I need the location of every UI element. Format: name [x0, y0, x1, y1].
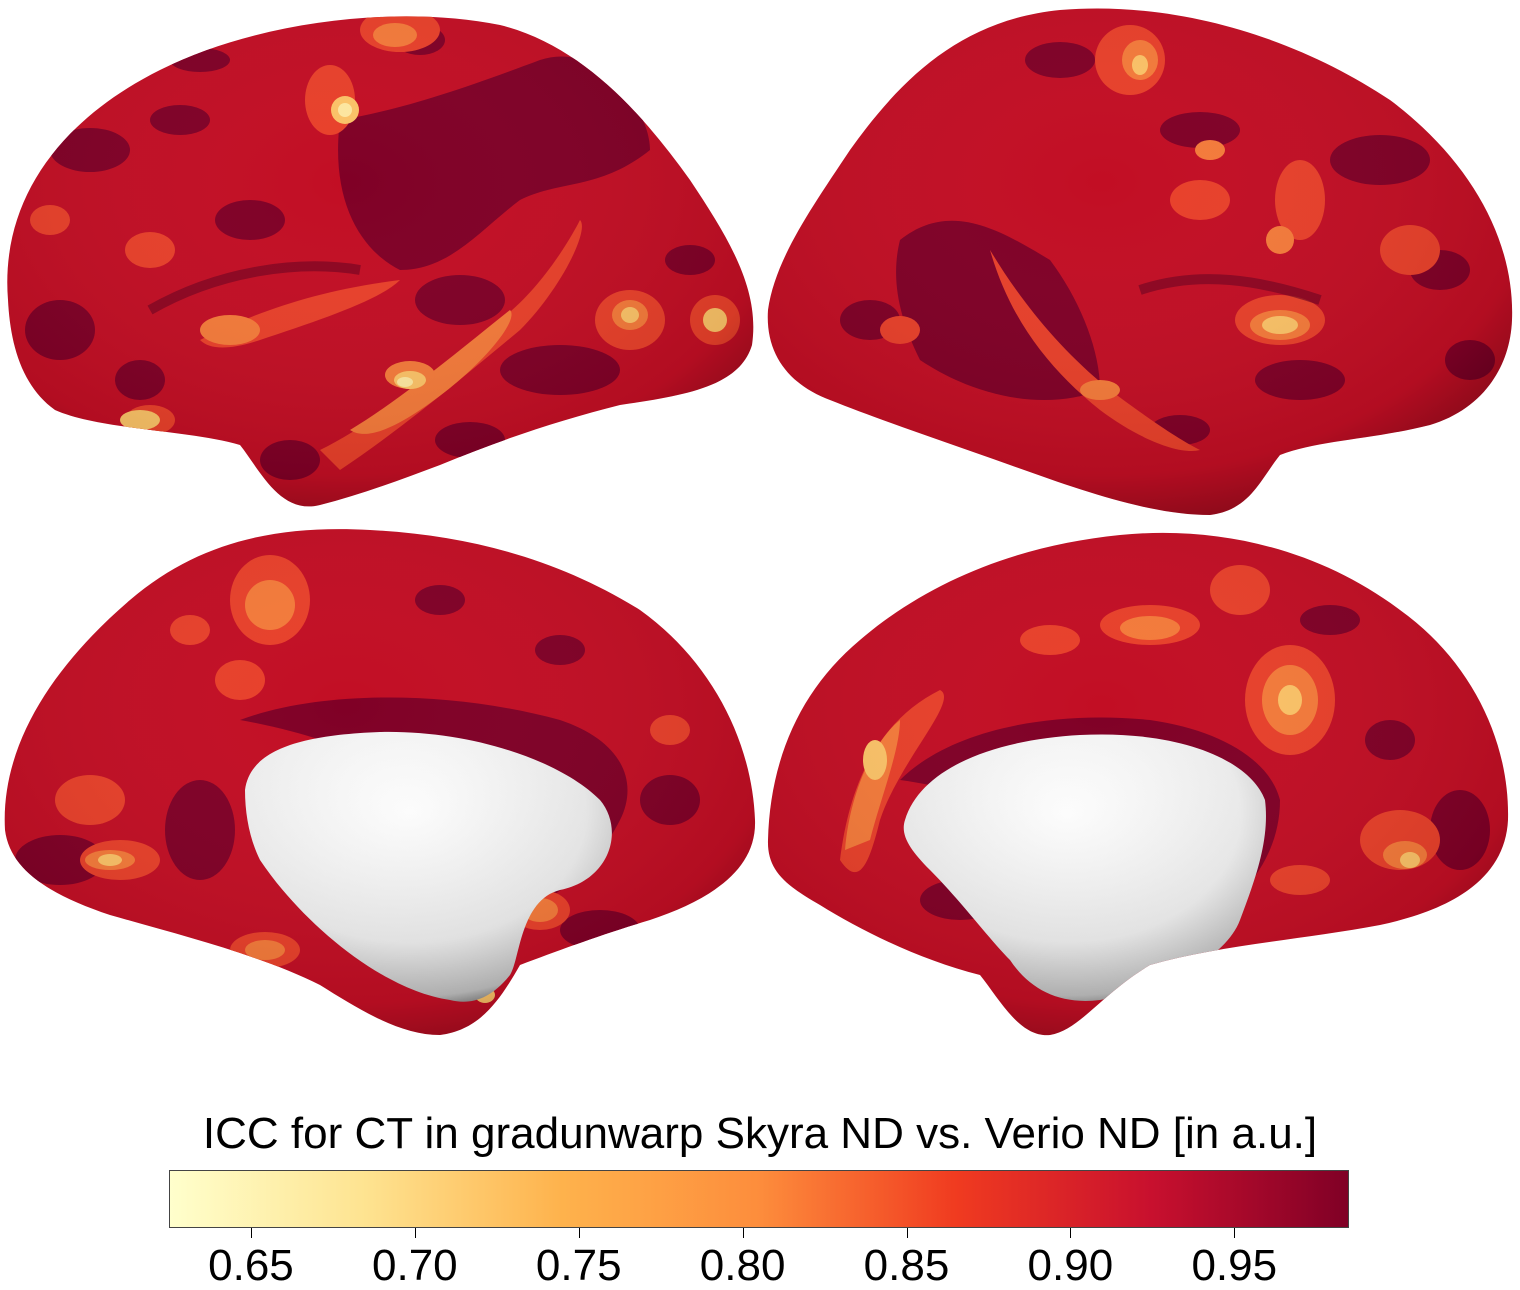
colorbar-tick-label: 0.90 — [1027, 1241, 1114, 1290]
colorbar-tick-label: 0.75 — [535, 1241, 622, 1290]
colorbar-ticks: 0.65 0.70 0.75 0.80 0.85 0.90 0.95 — [169, 1228, 1349, 1290]
colorbar-tick-label: 0.85 — [863, 1241, 950, 1290]
right-lateral-hemisphere — [767, 8, 1513, 515]
colorbar-tick-label: 0.65 — [208, 1241, 294, 1290]
colorbar-tick — [1070, 1228, 1072, 1238]
colorbar-title: ICC for CT in gradunwarp Skyra ND vs. Ve… — [202, 1109, 1318, 1158]
colorbar-tick — [1234, 1228, 1236, 1238]
colorbar-tick-label: 0.95 — [1191, 1241, 1278, 1290]
colorbar-tick — [906, 1228, 908, 1238]
right-medial-hemisphere — [767, 532, 1509, 1036]
colorbar-tick — [414, 1228, 416, 1238]
cortical-surface-figure — [4, 8, 1513, 1036]
colorbar-tick — [742, 1228, 744, 1238]
colorbar-tick-label: 0.70 — [372, 1241, 458, 1290]
colorbar — [169, 1170, 1349, 1228]
left-lateral-hemisphere — [7, 16, 754, 507]
colorbar-tick — [578, 1228, 580, 1238]
colorbar-tick — [250, 1228, 252, 1238]
left-medial-hemisphere — [4, 529, 756, 1035]
colorbar-tick-label: 0.80 — [699, 1241, 786, 1290]
